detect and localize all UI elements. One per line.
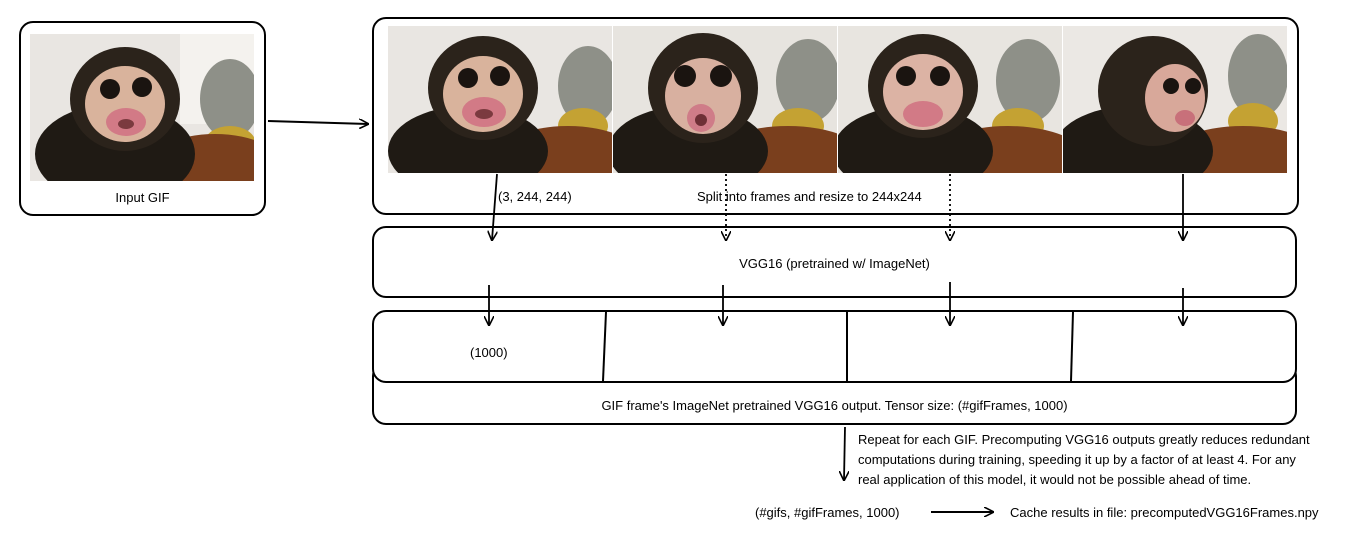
final-shape-label: (#gifs, #gifFrames, 1000) [755,505,900,520]
input-gif-box: Input GIF [19,21,266,216]
frame-3-image [838,26,1062,173]
note-line-1: Repeat for each GIF. Precomputing VGG16 … [858,432,1310,447]
cache-label: Cache results in file: precomputedVGG16F… [1010,505,1319,520]
frames-caption: Split into frames and resize to 244x244 [697,189,922,204]
note-line-3: real application of this model, it would… [858,472,1252,487]
vgg16-box: VGG16 (pretrained w/ ImageNet) [372,226,1297,298]
frame-1-image [388,26,612,173]
input-to-frames-arrow [267,121,368,124]
input-gif-label: Input GIF [115,190,170,205]
output-cells-box: (1000) [372,310,1297,383]
output-down-arrow [844,426,845,480]
vgg16-label: VGG16 (pretrained w/ ImageNet) [739,256,930,271]
input-gif-image [30,34,254,181]
frame-2-image [613,26,837,173]
frame-4-image [1063,26,1287,173]
frame-shape-label: (3, 244, 244) [498,189,572,204]
output-caption: GIF frame's ImageNet pretrained VGG16 ou… [601,398,1068,413]
output-cell-1-label: (1000) [470,345,508,360]
note-line-2: computations during training, speeding i… [858,452,1296,467]
